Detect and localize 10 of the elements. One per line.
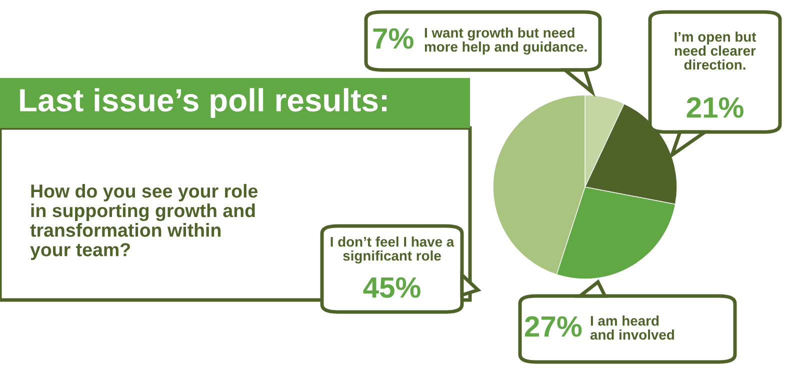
text: How do you see your role in supporting growth and transformation within your team? <box>30 184 258 260</box>
data-label: 27% <box>525 316 582 337</box>
data-label: 45% <box>363 277 420 298</box>
slice-label: I am heard and involved <box>590 316 674 340</box>
slice-label: I don’t feel I have a significant role <box>330 236 454 264</box>
text: Last issue’s poll results: <box>20 88 387 118</box>
data-label: 7% <box>373 28 414 49</box>
slice-label: I’m open but need clearer direction. <box>674 32 756 70</box>
slice-label: I want growth but need more help and guidance. <box>424 27 587 55</box>
data-label: 21% <box>686 97 744 118</box>
